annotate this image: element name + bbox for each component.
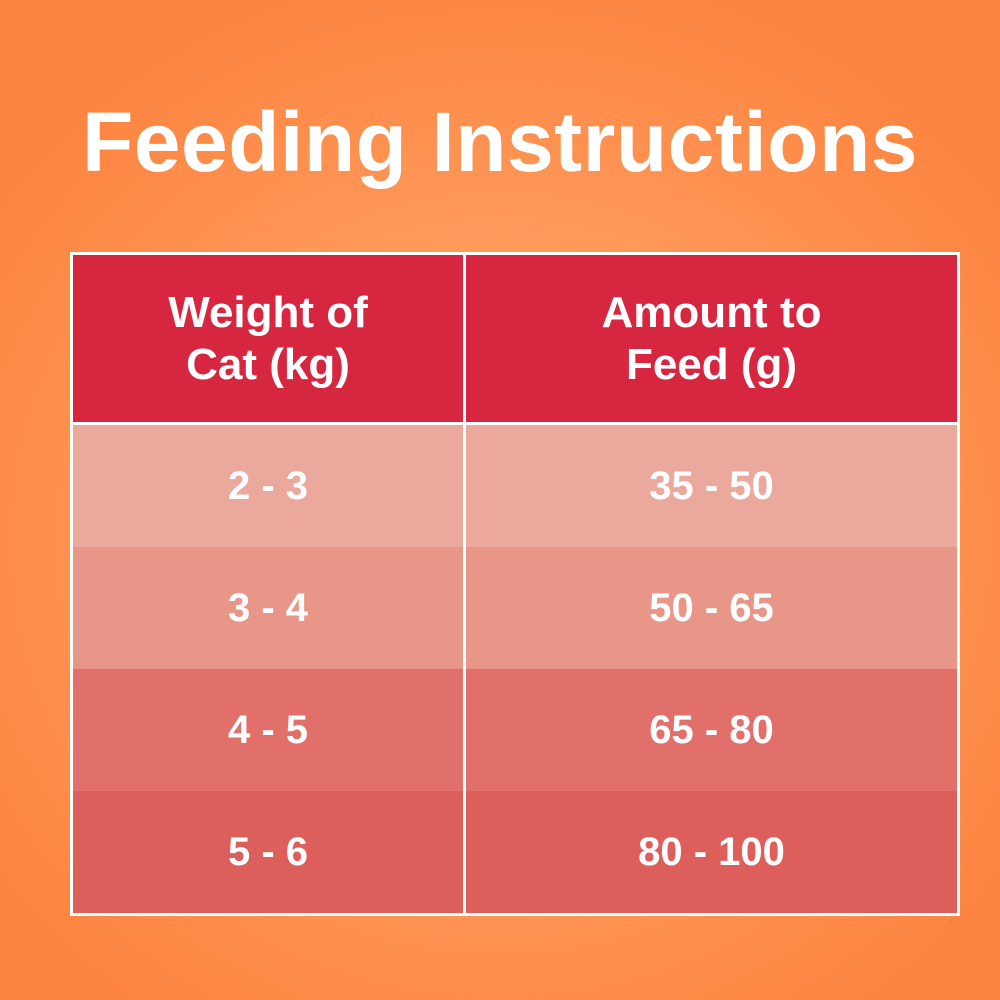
header-weight: Weight of Cat (kg) xyxy=(73,255,463,422)
header-weight-line-1: Weight of xyxy=(168,287,368,337)
page-title: Feeding Instructions xyxy=(81,95,919,189)
cell-amount-row-3: 65 - 80 xyxy=(466,669,957,791)
column-divider xyxy=(463,669,466,791)
column-divider xyxy=(463,547,466,669)
cell-weight-row-2: 3 - 4 xyxy=(73,547,463,669)
header-divider xyxy=(73,422,957,425)
cell-amount-row-2: 50 - 65 xyxy=(466,547,957,669)
cell-weight-row-1: 2 - 3 xyxy=(73,425,463,547)
table-grid: Weight of Cat (kg) Amount to Feed (g) 2 … xyxy=(73,255,957,913)
header-amount-line-1: Amount to xyxy=(601,287,822,337)
header-amount-line-2: Feed (g) xyxy=(625,339,798,389)
column-divider xyxy=(463,791,466,913)
column-divider xyxy=(463,255,466,422)
cell-amount-row-4: 80 - 100 xyxy=(466,791,957,913)
cell-weight-row-3: 4 - 5 xyxy=(73,669,463,791)
header-weight-line-2: Cat (kg) xyxy=(186,339,350,389)
feeding-table: Weight of Cat (kg) Amount to Feed (g) 2 … xyxy=(70,252,960,916)
column-divider xyxy=(463,425,466,547)
cell-weight-row-4: 5 - 6 xyxy=(73,791,463,913)
header-amount: Amount to Feed (g) xyxy=(466,255,957,422)
cell-amount-row-1: 35 - 50 xyxy=(466,425,957,547)
